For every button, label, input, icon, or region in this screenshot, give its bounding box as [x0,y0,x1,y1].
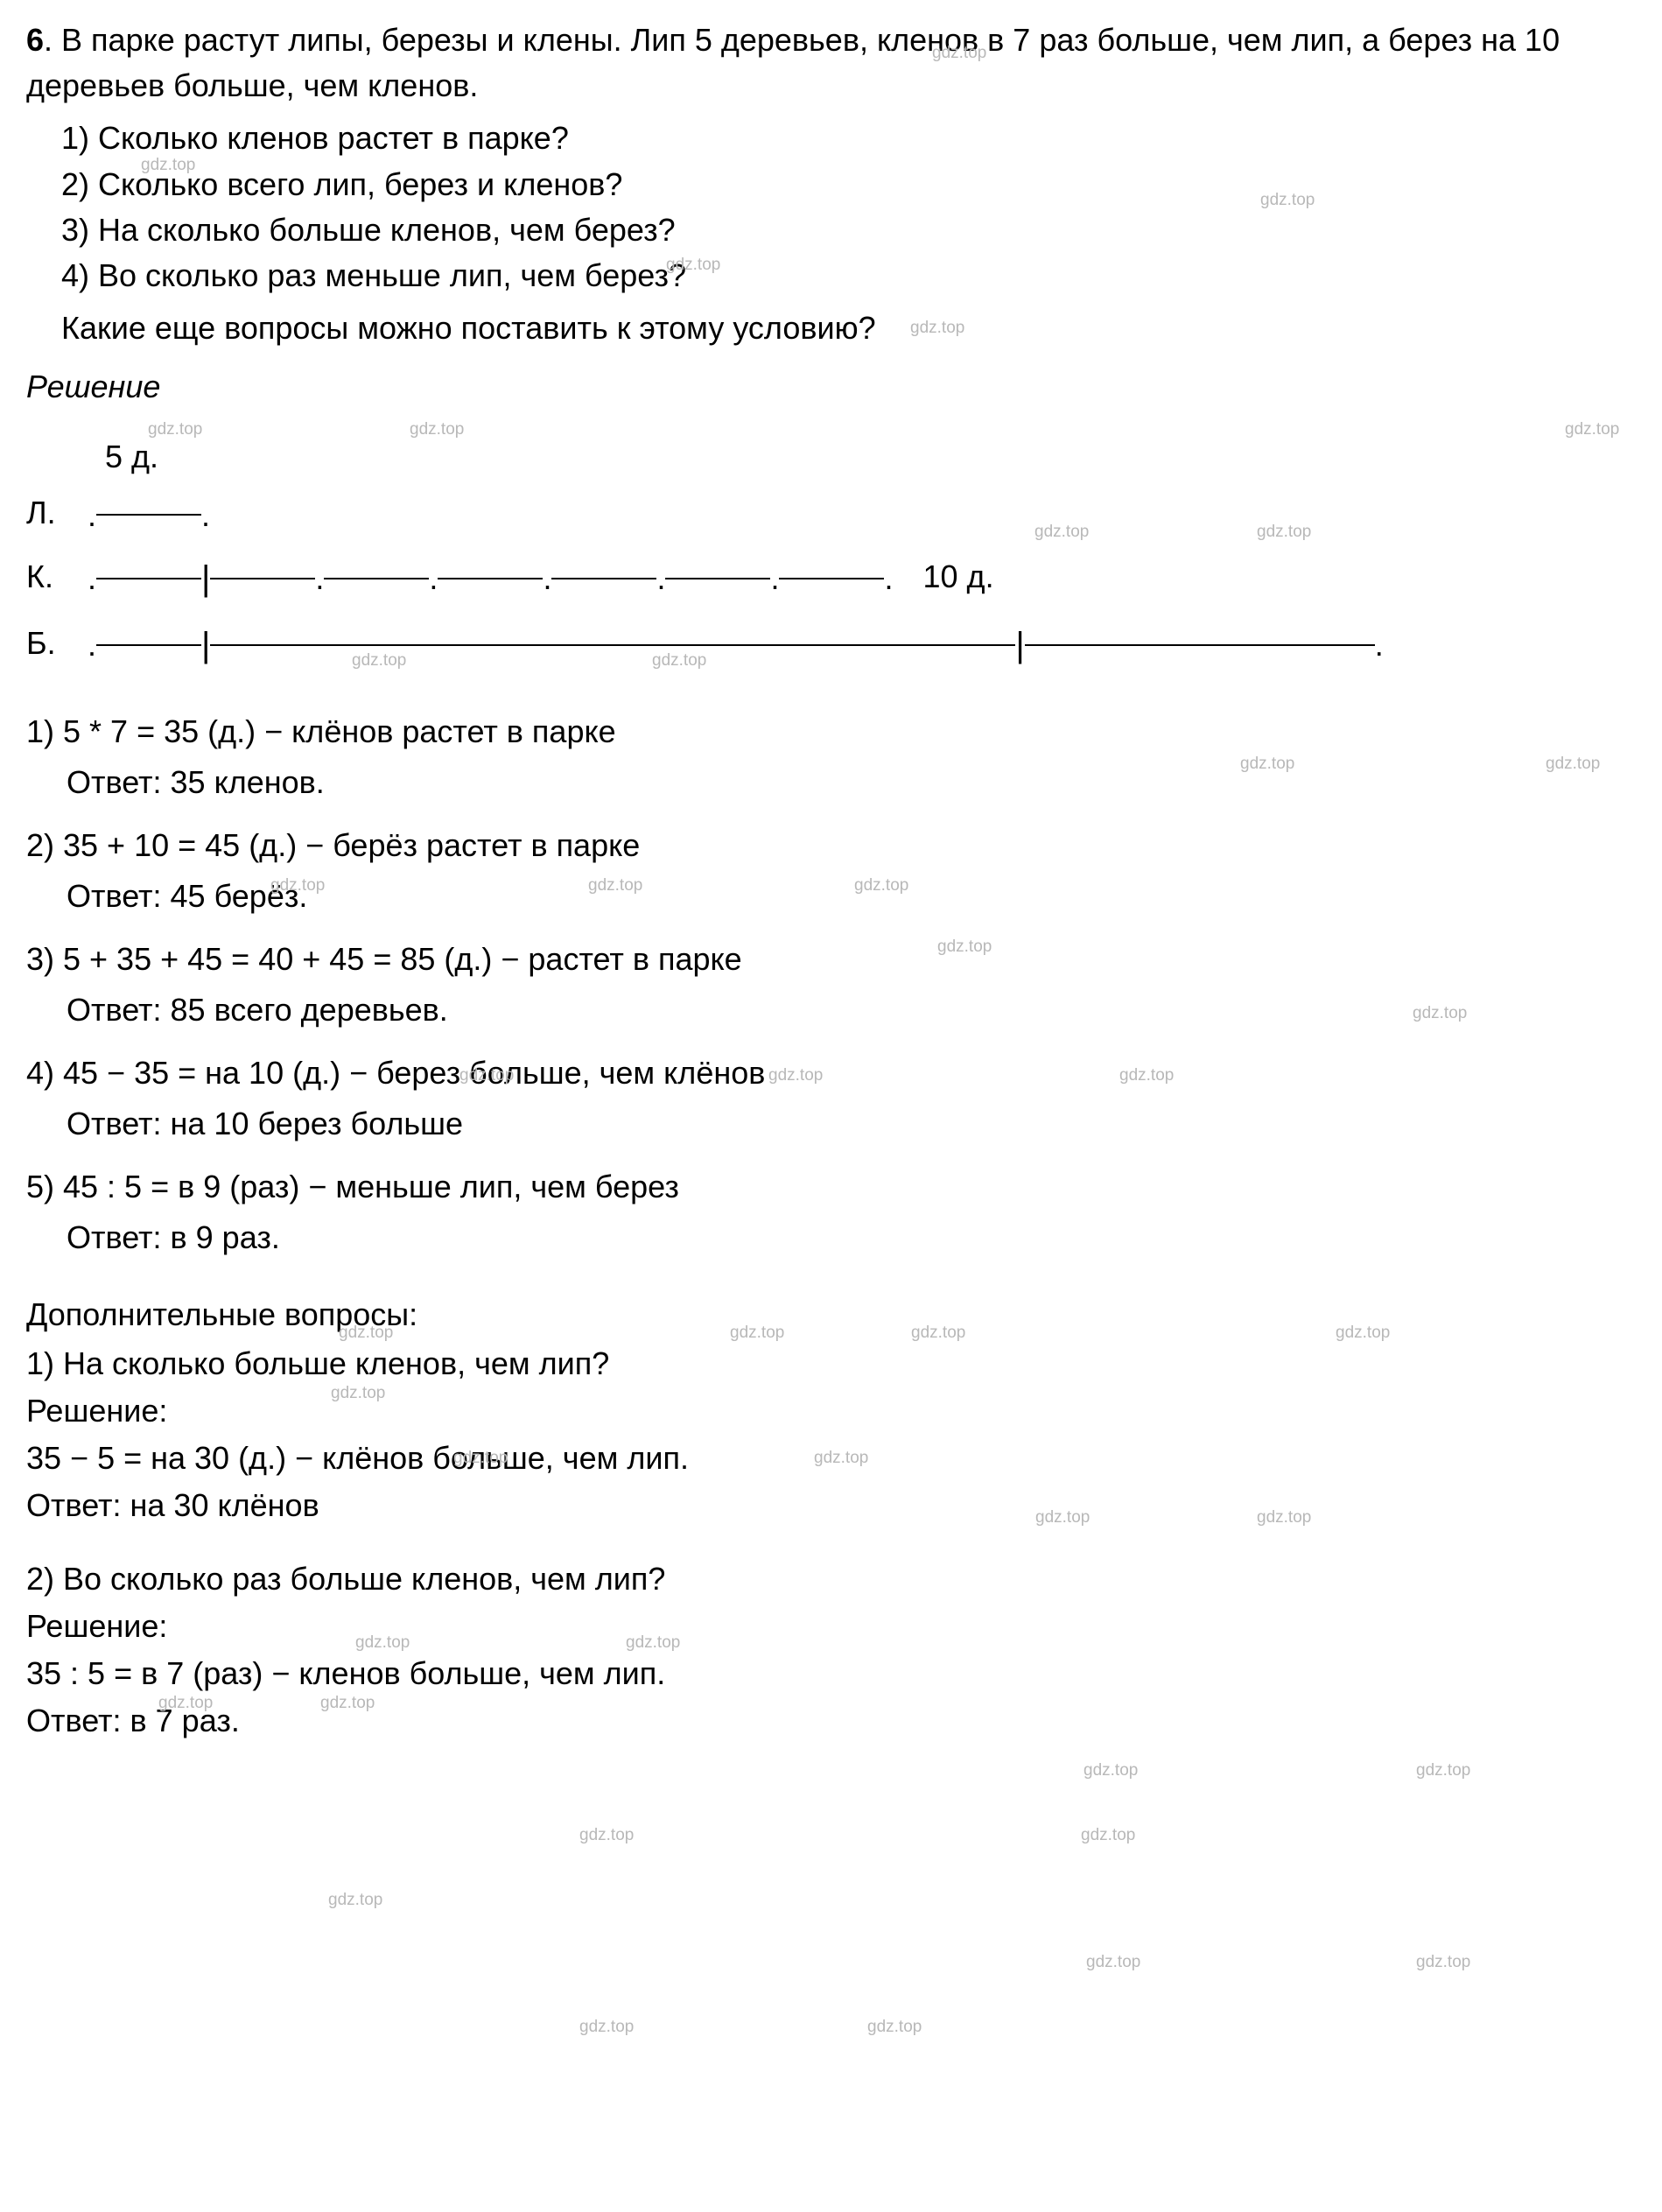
solution-list: 1) 5 * 7 = 35 (д.) − клёнов растет в пар… [26,708,1636,1261]
solution-5-calc: 5) 45 : 5 = в 9 (раз) − меньше лип, чем … [26,1163,1636,1211]
watermark-text: gdz.top [328,1891,382,1910]
diagram-row-k: К..|...... 10 д. [26,551,1636,607]
solution-4-answer: Ответ: на 10 берез больше [26,1100,1636,1148]
diagram-row-b: Б..||. [26,617,1636,673]
diagram-label-l: Л. [26,488,88,538]
final-question: Какие еще вопросы можно поставить к этом… [26,305,1636,351]
watermark-text: gdz.top [1086,1953,1140,1972]
additional-2-answer: Ответ: в 7 раз. [26,1697,1636,1745]
solution-heading: Решение [26,369,1636,405]
additional-1: 1) На сколько больше кленов, чем лип? Ре… [26,1340,1636,1529]
additional-1-question: 1) На сколько больше кленов, чем лип? [26,1340,1636,1387]
solution-1-calc: 1) 5 * 7 = 35 (д.) − клёнов растет в пар… [26,708,1636,755]
additional-2-calc: 35 : 5 = в 7 (раз) − кленов больше, чем … [26,1650,1636,1697]
solution-2-calc: 2) 35 + 10 = 45 (д.) − берёз растет в па… [26,822,1636,869]
additional-2-question: 2) Во сколько раз больше кленов, чем лип… [26,1555,1636,1603]
watermark-text: gdz.top [867,2018,922,2037]
watermark-text: gdz.top [1416,1953,1470,1972]
solution-5-answer: Ответ: в 9 раз. [26,1214,1636,1261]
question-1: 1) Сколько кленов растет в парке? [61,116,1636,161]
diagram-row-l: Л... [26,488,1636,540]
additional-2: 2) Во сколько раз больше кленов, чем лип… [26,1555,1636,1745]
watermark-text: gdz.top [579,1826,634,1845]
additional-heading: Дополнительные вопросы: [26,1296,1636,1333]
problem-text: . В парке растут липы, березы и клены. Л… [26,22,1560,103]
solution-1-answer: Ответ: 35 кленов. [26,759,1636,806]
question-4: 4) Во сколько раз меньше лип, чем берез? [61,253,1636,298]
additional-1-answer: Ответ: на 30 клёнов [26,1482,1636,1529]
additional-1-calc: 35 − 5 = на 30 (д.) − клёнов больше, чем… [26,1435,1636,1482]
watermark-text: gdz.top [1416,1761,1470,1780]
questions-list: 1) Сколько кленов растет в парке? 2) Ско… [26,116,1636,298]
diagram-side-label-k: 10 д. [923,551,994,602]
solution-2-answer: Ответ: 45 берёз. [26,873,1636,920]
additional-2-solving-label: Решение: [26,1603,1636,1650]
diagram-label-k: К. [26,551,88,602]
question-3: 3) На сколько больше кленов, чем берез? [61,207,1636,253]
solution-3-calc: 3) 5 + 35 + 45 = 40 + 45 = 85 (д.) − рас… [26,936,1636,983]
diagram: 5 д. Л... К..|...... 10 д. Б..||. [26,432,1636,673]
additional-1-solving-label: Решение: [26,1387,1636,1435]
solution-3-answer: Ответ: 85 всего деревьев. [26,987,1636,1034]
question-2: 2) Сколько всего лип, берез и кленов? [61,162,1636,207]
watermark-text: gdz.top [1083,1761,1138,1780]
diagram-label-b: Б. [26,618,88,669]
watermark-text: gdz.top [579,2018,634,2037]
watermark-text: gdz.top [1081,1826,1135,1845]
problem-statement: 6. В парке растут липы, березы и клены. … [26,18,1636,109]
solution-4-calc: 4) 45 − 35 = на 10 (д.) − берез больше, … [26,1050,1636,1097]
diagram-top-label: 5 д. [26,432,1636,482]
problem-number: 6 [26,22,44,58]
